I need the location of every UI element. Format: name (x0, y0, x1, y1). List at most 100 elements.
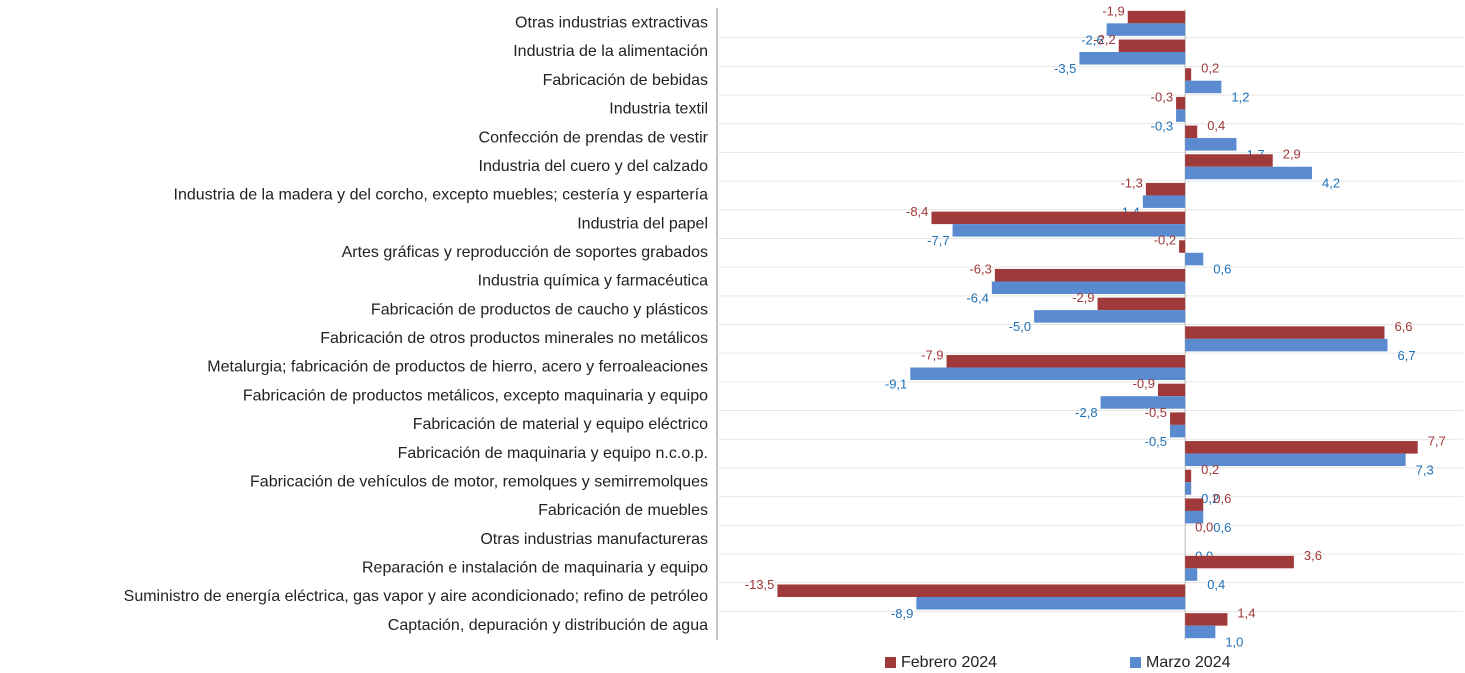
legend-swatch (885, 657, 896, 668)
bar (1185, 568, 1198, 581)
value-label: -0,5 (1145, 434, 1167, 449)
bar (1185, 482, 1192, 495)
category-label: Otras industrias manufactureras (480, 531, 708, 548)
bar (1185, 68, 1192, 81)
value-label: 2,9 (1283, 147, 1301, 162)
value-label: -1,3 (1120, 175, 1142, 190)
value-label: 0,0 (1195, 520, 1213, 535)
value-label: -6,4 (966, 290, 988, 305)
value-label: 1,0 (1225, 635, 1243, 650)
bar (946, 355, 1186, 368)
category-label: Fabricación de maquinaria y equipo n.c.o… (398, 445, 708, 462)
category-label: Metalurgia; fabricación de productos de … (207, 359, 708, 376)
bar (910, 367, 1186, 381)
legend-label: Marzo 2024 (1146, 654, 1231, 671)
bar (931, 211, 1186, 225)
category-label: Fabricación de muebles (538, 502, 708, 519)
bar (777, 584, 1186, 597)
value-label: 0,6 (1213, 262, 1231, 277)
bar (1142, 195, 1186, 208)
bar (994, 268, 1186, 282)
bar (1185, 613, 1228, 626)
value-label: -2,9 (1072, 290, 1094, 305)
bar (1179, 240, 1186, 253)
bar (1185, 80, 1222, 94)
bar (1185, 469, 1192, 483)
bar (1185, 498, 1204, 511)
value-label: 6,7 (1397, 348, 1415, 363)
value-label: 0,2 (1201, 491, 1219, 506)
value-label: 0,4 (1207, 577, 1225, 592)
value-label: 0,4 (1207, 118, 1225, 133)
value-label: -6,3 (969, 261, 991, 276)
value-label: 7,3 (1416, 463, 1434, 478)
value-label: -13,5 (745, 577, 775, 592)
category-label: Fabricación de bebidas (543, 72, 708, 89)
value-label: -3,5 (1054, 61, 1076, 76)
bar (1185, 125, 1198, 139)
bar (1185, 138, 1237, 151)
category-label: Industria del cuero y del calzado (479, 158, 709, 175)
value-label: 6,6 (1394, 319, 1412, 334)
bar (1127, 10, 1186, 24)
value-label: 0,2 (1201, 61, 1219, 76)
value-label: -2,8 (1075, 405, 1097, 420)
category-label: Fabricación de productos metálicos, exce… (243, 387, 708, 404)
bar (952, 224, 1186, 237)
bar (1176, 109, 1186, 122)
value-label: 7,7 (1428, 434, 1446, 449)
value-label: -0,5 (1145, 405, 1167, 420)
value-label: 4,2 (1322, 176, 1340, 191)
bar (991, 281, 1186, 294)
bar (1185, 154, 1273, 167)
category-label: Fabricación de material y equipo eléctri… (413, 416, 708, 433)
bar (1185, 252, 1204, 266)
bar (1118, 39, 1186, 53)
value-label: -0,9 (1133, 376, 1155, 391)
value-label: -5,0 (1009, 319, 1031, 334)
bar (1185, 326, 1385, 339)
bar (1106, 23, 1186, 36)
bar (1185, 555, 1294, 569)
value-label: -2,6 (1081, 32, 1103, 47)
bar (1170, 412, 1186, 425)
bar (1176, 96, 1186, 110)
category-label: Industria de la alimentación (513, 43, 708, 60)
bar (1079, 52, 1186, 65)
bar (1185, 510, 1204, 524)
bar (1145, 182, 1186, 196)
category-label: Suministro de energía eléctrica, gas vap… (124, 588, 708, 605)
bar (1157, 383, 1186, 397)
value-label: -0,2 (1154, 233, 1176, 248)
category-label: Industria textil (609, 101, 708, 118)
legend-label: Febrero 2024 (901, 654, 997, 671)
value-label: -7,9 (921, 347, 943, 362)
bar (1100, 396, 1186, 409)
category-label: Fabricación de otros productos minerales… (320, 330, 708, 347)
bar (1185, 453, 1406, 467)
category-label: Otras industrias extractivas (515, 15, 708, 32)
value-label: -9,1 (885, 376, 907, 391)
bar (1185, 625, 1216, 639)
bar (1034, 310, 1186, 323)
value-label: 0,6 (1213, 491, 1231, 506)
value-label: -1,9 (1102, 3, 1124, 18)
value-label: -8,4 (906, 204, 928, 219)
value-label: -7,7 (927, 233, 949, 248)
bar (1185, 338, 1388, 352)
category-label: Artes gráficas y reproducción de soporte… (342, 244, 708, 261)
value-label: -0,3 (1151, 89, 1173, 104)
category-label: Fabricación de productos de caucho y plá… (371, 301, 708, 318)
value-label: -8,9 (891, 606, 913, 621)
legend-swatch (1130, 657, 1141, 668)
bar (1185, 166, 1312, 180)
category-label: Industria de la madera y del corcho, exc… (174, 187, 709, 204)
category-label: Industria del papel (577, 215, 708, 232)
bar (1185, 441, 1418, 454)
bar (916, 596, 1186, 610)
value-label: 3,6 (1304, 548, 1322, 563)
bar (1097, 297, 1186, 311)
bar (1170, 424, 1186, 438)
value-label: -2,2 (1093, 32, 1115, 47)
